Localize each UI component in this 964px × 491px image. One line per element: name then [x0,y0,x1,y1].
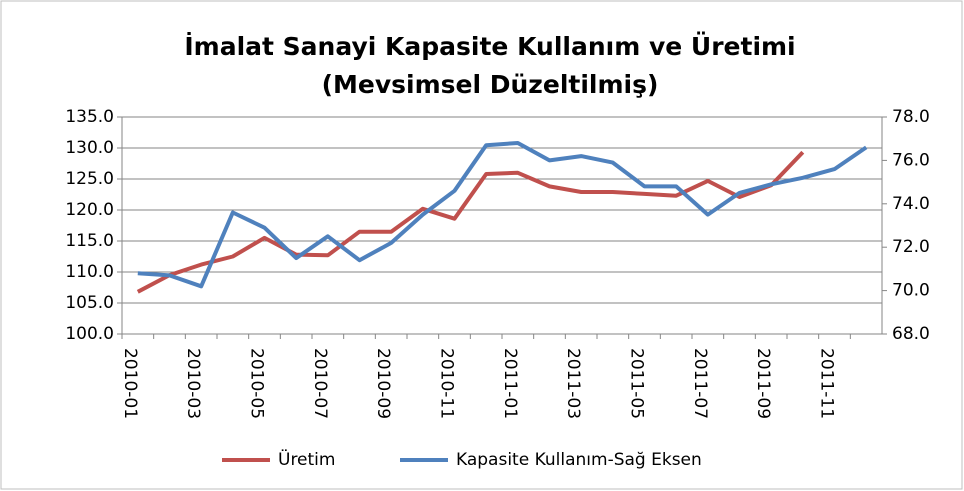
x-tick-label: 2011-03 [563,348,583,419]
x-tick-label: 2011-11 [817,348,837,419]
x-tick-label: 2011-09 [753,348,773,419]
y-tick-label: 135.0 [65,107,114,127]
x-tick-label: 2010-05 [247,348,267,419]
y2-tick-label: 70.0 [892,281,930,301]
y2-tick-label: 68.0 [892,324,930,344]
x-tick-label: 2010-03 [183,348,203,419]
y-tick-label: 115.0 [65,231,114,251]
y-tick-label: 110.0 [65,262,114,282]
chart-subtitle: (Mevsimsel Düzeltilmiş) [322,70,659,99]
y-tick-label: 125.0 [65,169,114,189]
x-tick-label: 2010-09 [373,348,393,419]
y-tick-label: 120.0 [65,200,114,220]
y2-tick-label: 76.0 [892,150,930,170]
series-line [136,150,805,294]
legend-label: Üretim [278,448,335,470]
y2-tick-label: 74.0 [892,194,930,214]
series-line [137,141,868,289]
legend-label: Kapasite Kullanım-Sağ Eksen [456,450,702,470]
x-tick-label: 2011-07 [690,348,710,419]
y-tick-label: 105.0 [65,293,114,313]
y2-tick-label: 78.0 [892,107,930,127]
x-tick-label: 2010-07 [310,348,330,419]
y2-tick-label: 72.0 [892,237,930,257]
x-tick-label: 2010-01 [120,348,140,419]
y-tick-label: 100.0 [65,324,114,344]
x-tick-label: 2011-05 [627,348,647,419]
x-tick-label: 2011-01 [500,348,520,419]
chart-title: İmalat Sanayi Kapasite Kullanım ve Üreti… [184,31,795,61]
y-tick-label: 130.0 [65,138,114,158]
x-tick-label: 2010-11 [437,348,457,419]
